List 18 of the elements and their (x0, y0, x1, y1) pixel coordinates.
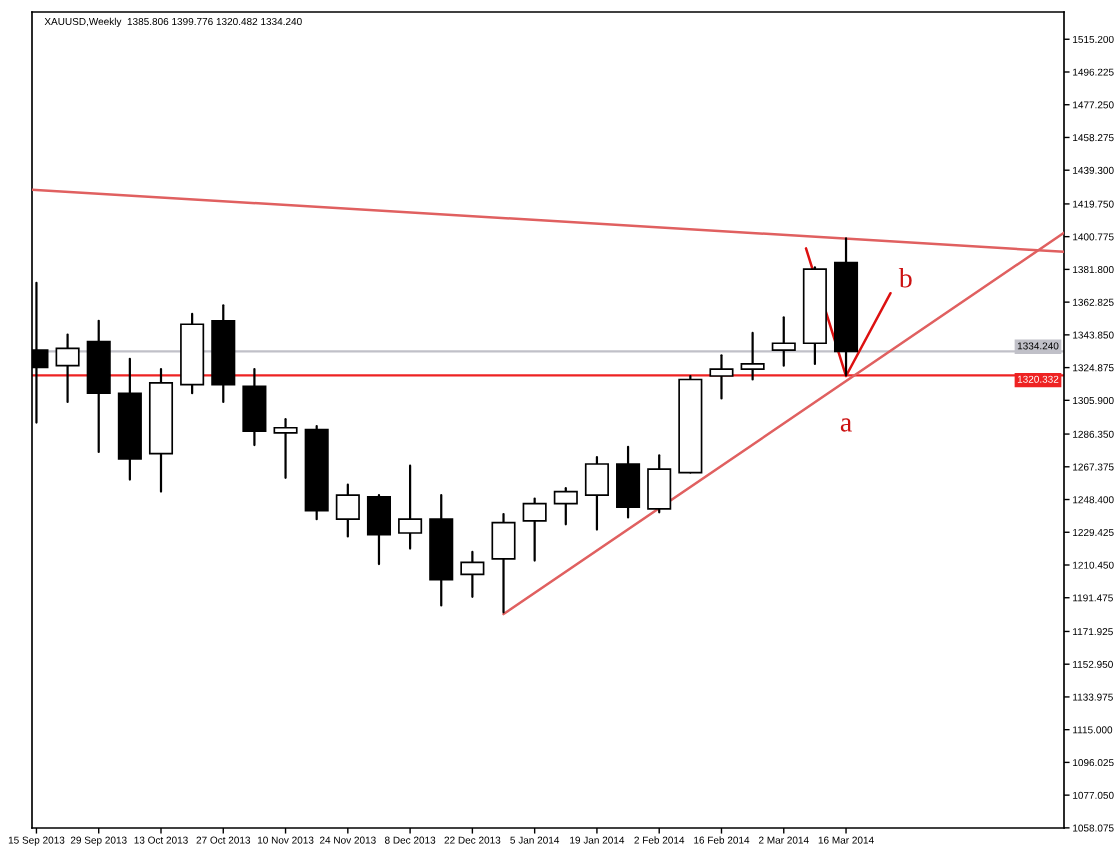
candlestick (491, 512, 516, 614)
candlestick (584, 455, 609, 531)
candlestick (553, 487, 578, 526)
annotation: a (840, 418, 852, 432)
candlestick (740, 331, 765, 381)
candlestick (398, 464, 423, 550)
candlestick (647, 454, 672, 514)
candlestick (366, 493, 392, 566)
candlestick (242, 368, 267, 447)
candlestick (616, 445, 641, 519)
candlestick (460, 550, 485, 598)
candlestick (522, 497, 547, 562)
candlestick (709, 354, 734, 400)
candlestick (55, 333, 80, 403)
annotation: b (898, 268, 912, 288)
candlestick (335, 483, 360, 538)
candlestick (771, 316, 796, 367)
candlestick (273, 418, 298, 479)
